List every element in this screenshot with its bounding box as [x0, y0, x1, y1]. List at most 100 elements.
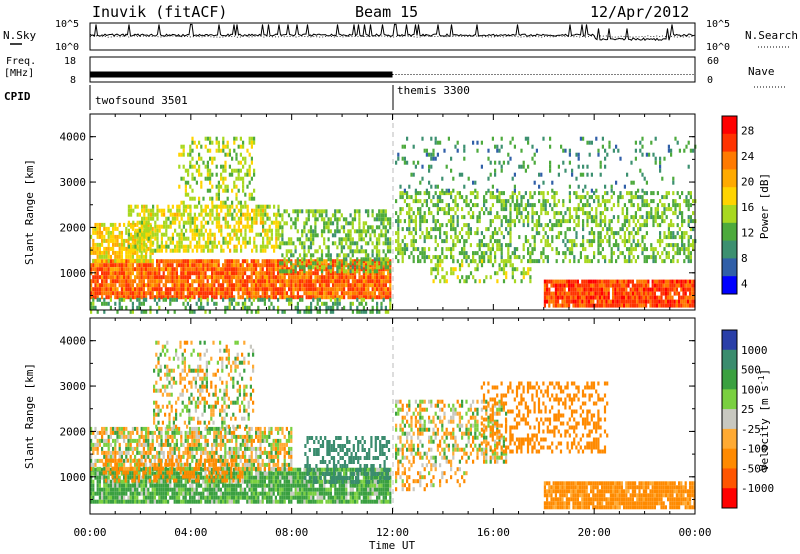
heatmap-cell — [145, 204, 148, 209]
heatmap-cell — [645, 247, 648, 252]
heatmap-cell — [134, 222, 137, 227]
heatmap-cell — [197, 267, 200, 272]
heatmap-cell — [586, 239, 589, 244]
heatmap-cell — [643, 259, 646, 264]
heatmap-cell — [673, 303, 676, 308]
heatmap-cell — [505, 207, 508, 212]
heatmap-cell — [356, 291, 359, 296]
heatmap-cell — [98, 234, 101, 239]
heatmap-cell — [138, 244, 141, 249]
heatmap-cell — [229, 232, 232, 237]
heatmap-cell — [299, 309, 302, 314]
heatmap-cell — [152, 232, 155, 237]
heatmap-cell — [193, 216, 196, 221]
heatmap-cell — [281, 259, 284, 264]
heatmap-cell — [312, 265, 315, 270]
heatmap-cell — [285, 269, 288, 274]
heatmap-cell — [105, 495, 108, 500]
heatmap-cell — [494, 168, 497, 173]
heatmap-cell — [618, 279, 621, 284]
heatmap-cell — [447, 136, 450, 141]
heatmap-cell — [248, 224, 251, 229]
heatmap-cell — [136, 263, 139, 268]
heatmap-cell — [151, 258, 154, 263]
heatmap-cell — [500, 219, 503, 224]
heatmap-cell — [560, 223, 563, 228]
heatmap-cell — [318, 291, 321, 296]
heatmap-cell — [669, 291, 672, 296]
heatmap-cell — [112, 483, 115, 488]
heatmap-cell — [136, 291, 139, 296]
heatmap-cell — [617, 195, 620, 200]
heatmap-cell — [268, 224, 271, 229]
heatmap-cell — [450, 227, 453, 232]
heatmap-cell — [389, 283, 392, 288]
heatmap-cell — [303, 221, 306, 226]
heatmap-cell — [204, 295, 207, 300]
heatmap-cell — [571, 215, 574, 220]
heatmap-cell — [559, 279, 562, 284]
heatmap-cell — [140, 499, 143, 504]
heatmap-cell — [138, 232, 141, 237]
heatmap-cell — [191, 263, 194, 268]
heatmap-cell — [619, 235, 622, 240]
heatmap-cell — [185, 236, 188, 241]
heatmap-cell — [467, 227, 470, 232]
heatmap-cell — [207, 248, 210, 253]
heatmap-cell — [178, 232, 181, 237]
heatmap-cell — [338, 261, 341, 266]
heatmap-cell — [299, 259, 302, 264]
heatmap-cell — [436, 227, 439, 232]
heatmap-cell — [314, 229, 317, 234]
heatmap-cell — [421, 231, 424, 236]
heatmap-cell — [662, 287, 665, 292]
heatmap-cell — [189, 164, 192, 169]
heatmap-cell — [294, 221, 297, 226]
heatmap-cell — [299, 279, 302, 284]
heatmap-cell — [349, 221, 352, 226]
heatmap-cell — [347, 253, 350, 258]
heatmap-cell — [246, 240, 249, 245]
heatmap-cell — [296, 283, 299, 288]
heatmap-cell — [211, 160, 214, 165]
heatmap-cell — [123, 283, 126, 288]
heatmap-cell — [608, 199, 611, 204]
heatmap-cell — [674, 207, 677, 212]
heatmap-cell — [211, 263, 214, 268]
heatmap-cell — [595, 136, 598, 141]
heatmap-cell — [127, 291, 130, 296]
heatmap-cell — [226, 244, 229, 249]
heatmap-cell — [294, 287, 297, 292]
heatmap-cell — [336, 229, 339, 234]
heatmap-cell — [226, 305, 229, 310]
heatmap-cell — [264, 248, 267, 253]
heatmap-cell — [401, 156, 404, 161]
heatmap-cell — [222, 248, 225, 253]
heatmap-cell — [94, 305, 97, 310]
heatmap-cell — [575, 215, 578, 220]
heatmap-cell — [487, 227, 490, 232]
heatmap-cell — [375, 249, 379, 254]
heatmap-cell — [138, 248, 141, 253]
heatmap-cell — [502, 199, 505, 204]
heatmap-cell — [323, 263, 326, 268]
heatmap-cell — [296, 229, 299, 234]
heatmap-cell — [219, 295, 222, 300]
heatmap-cell — [202, 216, 205, 221]
heatmap-cell — [362, 269, 365, 274]
heatmap-cell — [248, 263, 251, 268]
heatmap-cell — [414, 223, 417, 228]
heatmap-cell — [92, 305, 95, 310]
heatmap-cell — [626, 227, 629, 232]
heatmap-cell — [629, 303, 632, 308]
heatmap-cell — [378, 237, 381, 242]
heatmap-cell — [152, 212, 155, 217]
heatmap-cell — [231, 188, 234, 193]
heatmap-cell — [551, 223, 554, 228]
heatmap-cell — [156, 212, 159, 217]
heatmap-cell — [285, 253, 288, 258]
heatmap-cell — [546, 243, 549, 248]
heatmap-cell — [599, 219, 602, 224]
heatmap-cell — [145, 295, 148, 300]
heatmap-cell — [167, 287, 170, 292]
